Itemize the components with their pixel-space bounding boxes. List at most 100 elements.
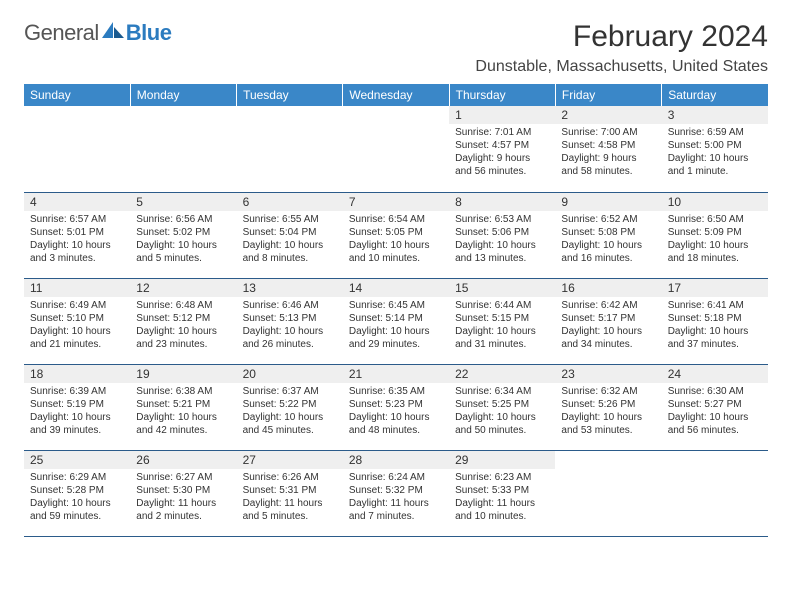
sunset-text: Sunset: 5:04 PM [243, 226, 337, 239]
day-number: 15 [449, 279, 555, 297]
day-details: Sunrise: 7:00 AMSunset: 4:58 PMDaylight:… [555, 124, 661, 182]
calendar-table: SundayMondayTuesdayWednesdayThursdayFrid… [24, 84, 768, 537]
day-header: Thursday [449, 84, 555, 106]
sunset-text: Sunset: 5:09 PM [668, 226, 762, 239]
day-number: 12 [130, 279, 236, 297]
day-number: 1 [449, 106, 555, 124]
day-details: Sunrise: 6:52 AMSunset: 5:08 PMDaylight:… [555, 211, 661, 269]
calendar-cell: 23Sunrise: 6:32 AMSunset: 5:26 PMDayligh… [555, 364, 661, 450]
day-details: Sunrise: 6:37 AMSunset: 5:22 PMDaylight:… [237, 383, 343, 441]
calendar-cell: 8Sunrise: 6:53 AMSunset: 5:06 PMDaylight… [449, 192, 555, 278]
day-number: 10 [662, 193, 768, 211]
daylight-text: Daylight: 10 hours and 1 minute. [668, 152, 762, 178]
day-number: 7 [343, 193, 449, 211]
day-number: 24 [662, 365, 768, 383]
calendar-cell [343, 106, 449, 192]
sunrise-text: Sunrise: 6:41 AM [668, 299, 762, 312]
sunset-text: Sunset: 4:58 PM [561, 139, 655, 152]
sunset-text: Sunset: 5:06 PM [455, 226, 549, 239]
sunrise-text: Sunrise: 6:46 AM [243, 299, 337, 312]
day-details: Sunrise: 6:59 AMSunset: 5:00 PMDaylight:… [662, 124, 768, 182]
day-number: 28 [343, 451, 449, 469]
daylight-text: Daylight: 10 hours and 45 minutes. [243, 411, 337, 437]
sunset-text: Sunset: 5:05 PM [349, 226, 443, 239]
day-header: Saturday [662, 84, 768, 106]
day-number: 19 [130, 365, 236, 383]
calendar-cell: 18Sunrise: 6:39 AMSunset: 5:19 PMDayligh… [24, 364, 130, 450]
calendar-week-row: 11Sunrise: 6:49 AMSunset: 5:10 PMDayligh… [24, 278, 768, 364]
daylight-text: Daylight: 10 hours and 21 minutes. [30, 325, 124, 351]
sunrise-text: Sunrise: 6:59 AM [668, 126, 762, 139]
sunset-text: Sunset: 5:15 PM [455, 312, 549, 325]
calendar-cell: 4Sunrise: 6:57 AMSunset: 5:01 PMDaylight… [24, 192, 130, 278]
sunset-text: Sunset: 5:21 PM [136, 398, 230, 411]
calendar-cell: 16Sunrise: 6:42 AMSunset: 5:17 PMDayligh… [555, 278, 661, 364]
day-details: Sunrise: 6:30 AMSunset: 5:27 PMDaylight:… [662, 383, 768, 441]
logo-sail-icon [102, 22, 124, 38]
daylight-text: Daylight: 10 hours and 56 minutes. [668, 411, 762, 437]
sunrise-text: Sunrise: 6:45 AM [349, 299, 443, 312]
daylight-text: Daylight: 10 hours and 16 minutes. [561, 239, 655, 265]
daylight-text: Daylight: 10 hours and 42 minutes. [136, 411, 230, 437]
calendar-cell: 15Sunrise: 6:44 AMSunset: 5:15 PMDayligh… [449, 278, 555, 364]
day-details: Sunrise: 6:54 AMSunset: 5:05 PMDaylight:… [343, 211, 449, 269]
daylight-text: Daylight: 10 hours and 53 minutes. [561, 411, 655, 437]
sunrise-text: Sunrise: 6:30 AM [668, 385, 762, 398]
day-header-row: SundayMondayTuesdayWednesdayThursdayFrid… [24, 84, 768, 106]
header: General Blue February 2024 Dunstable, Ma… [24, 20, 768, 76]
daylight-text: Daylight: 11 hours and 10 minutes. [455, 497, 549, 523]
calendar-cell: 5Sunrise: 6:56 AMSunset: 5:02 PMDaylight… [130, 192, 236, 278]
day-details: Sunrise: 6:39 AMSunset: 5:19 PMDaylight:… [24, 383, 130, 441]
day-number: 17 [662, 279, 768, 297]
daylight-text: Daylight: 9 hours and 58 minutes. [561, 152, 655, 178]
day-details: Sunrise: 6:23 AMSunset: 5:33 PMDaylight:… [449, 469, 555, 527]
day-details: Sunrise: 6:38 AMSunset: 5:21 PMDaylight:… [130, 383, 236, 441]
logo-text-blue: Blue [126, 20, 172, 46]
sunrise-text: Sunrise: 6:57 AM [30, 213, 124, 226]
day-number: 22 [449, 365, 555, 383]
calendar-body: 1Sunrise: 7:01 AMSunset: 4:57 PMDaylight… [24, 106, 768, 536]
day-details: Sunrise: 6:32 AMSunset: 5:26 PMDaylight:… [555, 383, 661, 441]
day-number: 21 [343, 365, 449, 383]
sunset-text: Sunset: 5:25 PM [455, 398, 549, 411]
calendar-week-row: 25Sunrise: 6:29 AMSunset: 5:28 PMDayligh… [24, 450, 768, 536]
day-details: Sunrise: 6:46 AMSunset: 5:13 PMDaylight:… [237, 297, 343, 355]
calendar-cell: 20Sunrise: 6:37 AMSunset: 5:22 PMDayligh… [237, 364, 343, 450]
sunrise-text: Sunrise: 6:39 AM [30, 385, 124, 398]
sunset-text: Sunset: 5:31 PM [243, 484, 337, 497]
day-number: 14 [343, 279, 449, 297]
sunrise-text: Sunrise: 6:54 AM [349, 213, 443, 226]
sunset-text: Sunset: 5:00 PM [668, 139, 762, 152]
day-number: 16 [555, 279, 661, 297]
sunset-text: Sunset: 5:33 PM [455, 484, 549, 497]
sunset-text: Sunset: 5:18 PM [668, 312, 762, 325]
sunset-text: Sunset: 4:57 PM [455, 139, 549, 152]
day-details: Sunrise: 6:55 AMSunset: 5:04 PMDaylight:… [237, 211, 343, 269]
sunrise-text: Sunrise: 6:32 AM [561, 385, 655, 398]
day-header: Sunday [24, 84, 130, 106]
title-block: February 2024 Dunstable, Massachusetts, … [475, 20, 768, 76]
daylight-text: Daylight: 10 hours and 37 minutes. [668, 325, 762, 351]
daylight-text: Daylight: 11 hours and 7 minutes. [349, 497, 443, 523]
sunrise-text: Sunrise: 7:01 AM [455, 126, 549, 139]
sunrise-text: Sunrise: 6:23 AM [455, 471, 549, 484]
day-number: 29 [449, 451, 555, 469]
daylight-text: Daylight: 11 hours and 5 minutes. [243, 497, 337, 523]
sunset-text: Sunset: 5:19 PM [30, 398, 124, 411]
sunrise-text: Sunrise: 6:42 AM [561, 299, 655, 312]
calendar-cell: 21Sunrise: 6:35 AMSunset: 5:23 PMDayligh… [343, 364, 449, 450]
calendar-cell: 10Sunrise: 6:50 AMSunset: 5:09 PMDayligh… [662, 192, 768, 278]
daylight-text: Daylight: 9 hours and 56 minutes. [455, 152, 549, 178]
sunrise-text: Sunrise: 6:35 AM [349, 385, 443, 398]
daylight-text: Daylight: 10 hours and 8 minutes. [243, 239, 337, 265]
day-number: 26 [130, 451, 236, 469]
calendar-cell [555, 450, 661, 536]
daylight-text: Daylight: 10 hours and 23 minutes. [136, 325, 230, 351]
calendar-cell [130, 106, 236, 192]
day-number: 25 [24, 451, 130, 469]
sunset-text: Sunset: 5:10 PM [30, 312, 124, 325]
sunrise-text: Sunrise: 6:49 AM [30, 299, 124, 312]
sunrise-text: Sunrise: 6:53 AM [455, 213, 549, 226]
sunset-text: Sunset: 5:30 PM [136, 484, 230, 497]
daylight-text: Daylight: 10 hours and 26 minutes. [243, 325, 337, 351]
